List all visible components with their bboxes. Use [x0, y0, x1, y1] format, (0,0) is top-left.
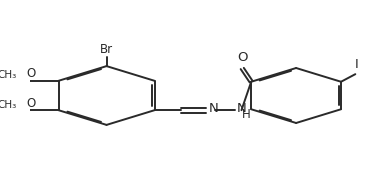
Text: CH₃: CH₃ [0, 70, 16, 80]
Text: O: O [26, 67, 36, 80]
Text: N: N [237, 102, 247, 115]
Text: N: N [209, 102, 219, 115]
Text: O: O [26, 97, 36, 110]
Text: H: H [242, 108, 251, 121]
Text: O: O [237, 51, 248, 64]
Text: Br: Br [100, 43, 113, 56]
Text: CH₃: CH₃ [0, 100, 16, 110]
Text: I: I [355, 58, 359, 71]
